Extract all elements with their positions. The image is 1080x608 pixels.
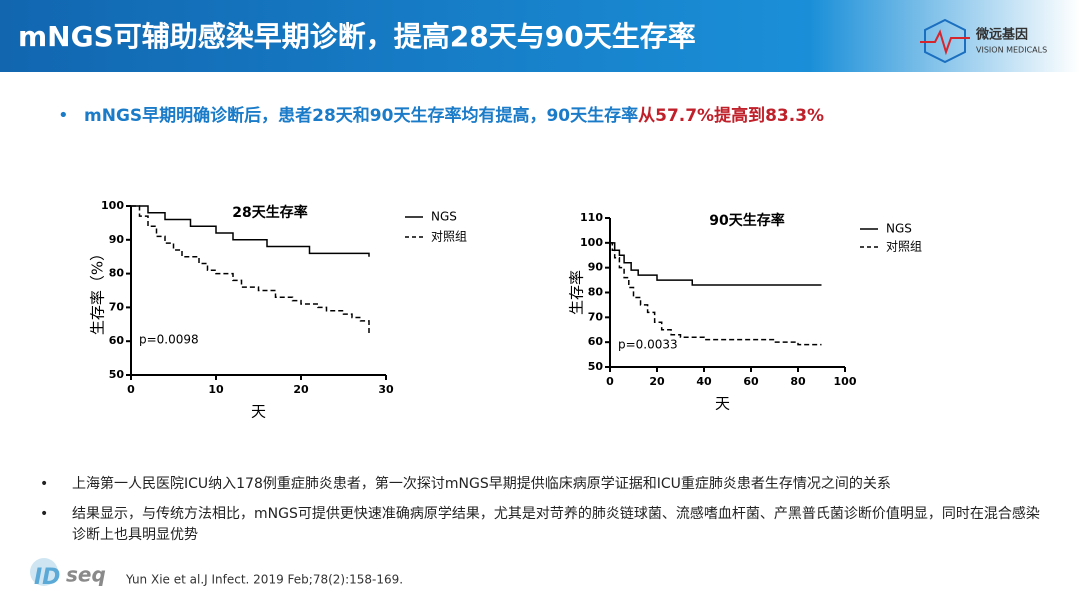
survival-curve (610, 242, 822, 346)
y-tick-label: 90 (588, 261, 604, 274)
bullet-2: 结果显示，与传统方法相比，mNGS可提供更快速准确病原学结果，尤其是对苛养的肺炎… (40, 504, 1040, 546)
y-tick-label: 100 (101, 199, 124, 212)
y-tick-label: 110 (580, 211, 603, 224)
bullet-dot: • (58, 105, 69, 126)
chart-title: 90天生存率 (709, 212, 784, 229)
header-bar (0, 0, 1080, 72)
y-tick-label: 80 (588, 286, 604, 299)
svg-text:ID: ID (34, 565, 60, 590)
citation: Yun Xie et al.J Infect. 2019 Feb;78(2):1… (125, 573, 403, 587)
legend-label: NGS (431, 210, 457, 224)
x-tick-label: 100 (834, 375, 857, 388)
y-axis-label: 生存率 (568, 270, 586, 315)
footer-logo: ID seq (30, 558, 106, 590)
logo-text: 微远基因 (975, 27, 1028, 43)
legend-label: NGS (886, 222, 912, 236)
page-title: mNGS可辅助感染早期诊断，提高28天与90天生存率 (18, 20, 696, 53)
y-tick-label: 100 (580, 236, 603, 249)
logo-subtext: VISION MEDICALS (976, 46, 1047, 55)
x-tick-label: 20 (649, 375, 665, 388)
y-axis-label: 生存率（%） (89, 246, 107, 335)
x-tick-label: 40 (696, 375, 712, 388)
x-axis-label: 天 (251, 403, 266, 421)
x-tick-label: 20 (293, 383, 309, 396)
y-tick-label: 90 (109, 233, 125, 246)
y-tick-label: 70 (109, 300, 125, 313)
bullet-2-text: 结果显示，与传统方法相比，mNGS可提供更快速准确病原学结果，尤其是对苛养的肺炎… (72, 506, 1040, 543)
survival-curve (131, 205, 370, 335)
legend-label: 对照组 (886, 240, 922, 254)
key-finding-blue: mNGS早期明确诊断后，患者28天和90天生存率均有提高，90天生存率 (84, 105, 638, 126)
key-finding: mNGS早期明确诊断后，患者28天和90天生存率均有提高，90天生存率从57.7… (84, 105, 824, 126)
logo (920, 18, 970, 64)
bullet-1: 上海第一人民医院ICU纳入178例重症肺炎患者，第一次探讨mNGS早期提供临床病… (40, 474, 1040, 495)
x-axis-label: 天 (715, 395, 730, 413)
p-value: p=0.0033 (618, 338, 678, 352)
x-tick-label: 0 (127, 383, 135, 396)
bullet-1-text: 上海第一人民医院ICU纳入178例重症肺炎患者，第一次探讨mNGS早期提供临床病… (72, 476, 891, 492)
y-tick-label: 80 (109, 267, 125, 280)
x-tick-label: 30 (378, 383, 394, 396)
x-tick-label: 80 (790, 375, 806, 388)
y-tick-label: 50 (588, 360, 604, 373)
chart-title: 28天生存率 (232, 204, 307, 221)
survival-curve (131, 205, 370, 257)
svg-text:seq: seq (66, 563, 106, 587)
y-tick-label: 60 (588, 335, 604, 348)
x-tick-label: 60 (743, 375, 759, 388)
key-finding-red: 从57.7%提高到83.3% (638, 105, 824, 126)
x-tick-label: 0 (606, 375, 614, 388)
survival-curve (610, 242, 822, 286)
y-tick-label: 70 (588, 310, 604, 323)
p-value: p=0.0098 (139, 333, 199, 347)
y-tick-label: 60 (109, 334, 125, 347)
x-tick-label: 10 (208, 383, 224, 396)
legend-label: 对照组 (431, 230, 467, 244)
y-tick-label: 50 (109, 368, 125, 381)
